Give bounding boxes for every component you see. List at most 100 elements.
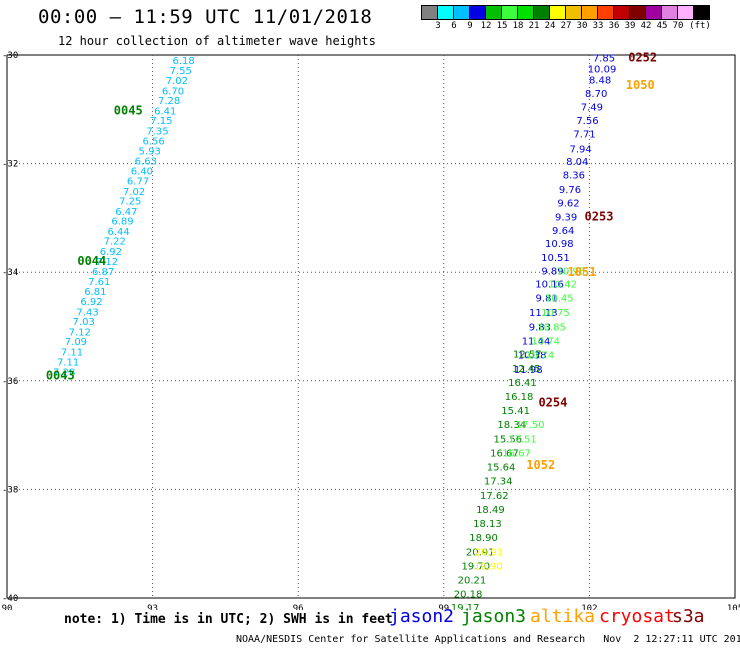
color-scale-label: 12 xyxy=(480,21,492,31)
swh-value-jason2: 10.16 xyxy=(535,280,564,291)
legend-jason3: jason3 xyxy=(461,606,527,627)
color-scale-label: 21 xyxy=(528,21,540,31)
swh-value-altika: 17.51 xyxy=(508,434,537,445)
swh-value-jason2: 10.98 xyxy=(545,239,574,250)
x-tick-label: 90 xyxy=(2,604,13,610)
swh-value-cryosat: 6.87 xyxy=(92,267,114,278)
swh-value-cryosat: 7.61 xyxy=(88,277,110,288)
x-tick-label: 93 xyxy=(147,604,158,610)
swh-value-jason2: 9.39 xyxy=(555,212,577,223)
y-tick-label: -34 xyxy=(2,268,18,278)
swh-value-jason2: 7.56 xyxy=(576,116,598,127)
swh-value-cryosat: 7.03 xyxy=(73,317,95,328)
swh-value-cryosat: 7.55 xyxy=(170,66,192,77)
swh-value-jason3: 20.18 xyxy=(454,590,483,601)
color-scale-label: 9 xyxy=(467,21,473,31)
swh-value-jason2: 7.71 xyxy=(573,130,595,141)
y-tick-label: -40 xyxy=(2,594,18,604)
color-scale-label: 6 xyxy=(451,21,457,31)
swh-value-jason2: 9.76 xyxy=(559,185,581,196)
swh-value-s3a: 19.90 xyxy=(474,561,503,572)
units-note: note: 1) Time is in UTC; 2) SWH is in fe… xyxy=(64,612,393,627)
swh-value-cryosat: 6.40 xyxy=(131,167,153,178)
swh-value-cryosat: 6.44 xyxy=(107,227,129,238)
altimeter-plot: 90 93 96 99 102 105 -30 -32 -34 -36 -38 -40 6.187.55… xyxy=(2,51,740,610)
swh-value-jason2: 9.62 xyxy=(557,199,579,210)
swh-value-jason2: 7.85 xyxy=(593,54,615,65)
swh-value-jason3: 17.34 xyxy=(484,477,513,488)
swh-value-altika: 10.45 xyxy=(545,294,574,305)
swh-value-jason2: 9.89 xyxy=(541,267,563,278)
swh-value-cryosat: 7.09 xyxy=(65,337,87,348)
swh-value-cryosat: 5.93 xyxy=(139,147,161,158)
pass-time-label: 1050 xyxy=(626,78,655,92)
swh-value-altika: 17.50 xyxy=(516,420,545,431)
color-scale-label: 33 xyxy=(592,21,604,31)
swh-value-cryosat: 7.12 xyxy=(69,327,91,338)
color-scale-bar xyxy=(421,5,710,20)
swh-value-jason3: 20.91 xyxy=(466,547,495,558)
swh-value-jason3: 12.57 xyxy=(513,350,542,361)
y-tick-label: -36 xyxy=(2,377,18,387)
swh-value-jason2: 9.64 xyxy=(552,226,574,237)
swh-value-cryosat: 7.28 xyxy=(158,96,180,107)
chart-subtitle: 12 hour collection of altimeter wave hei… xyxy=(58,34,376,48)
x-tick-label: 99 xyxy=(438,604,449,610)
pass-time-label: 1051 xyxy=(568,265,597,279)
swh-value-jason3: 17.62 xyxy=(480,491,509,502)
legend-cryosat: cryosat xyxy=(599,606,675,627)
swh-value-jason3: 18.34 xyxy=(497,420,526,431)
swh-value-cryosat: 6.56 xyxy=(142,136,164,147)
swh-value-jason2: 8.36 xyxy=(563,170,585,181)
credit-footer: NOAA/NESDIS Center for Satellite Applica… xyxy=(236,634,740,645)
swh-value-altika: 10.95 xyxy=(557,267,586,278)
swh-value-jason3: 16.41 xyxy=(508,378,537,389)
swh-value-cryosat: 6.70 xyxy=(162,86,184,97)
color-scale-label: 3 xyxy=(435,21,441,31)
swh-value-jason2: 7.49 xyxy=(581,103,603,114)
swh-value-jason2: 9.81 xyxy=(536,294,558,305)
swh-value-jason2: 8.48 xyxy=(589,75,611,86)
y-tick-label: -38 xyxy=(2,485,18,495)
color-scale-label: 70 xyxy=(672,21,684,31)
swh-value-cryosat: 6.77 xyxy=(127,176,149,187)
swh-value-cryosat: 7.11 xyxy=(61,347,83,358)
pass-time-label: 0253 xyxy=(585,209,614,223)
pass-time-label: 0044 xyxy=(77,254,106,268)
swh-value-cryosat: 6.92 xyxy=(80,297,102,308)
swh-value-cryosat: 6.47 xyxy=(115,207,137,218)
swh-value-altika: 10.42 xyxy=(548,280,577,291)
legend-s3a: s3a xyxy=(672,606,705,627)
swh-value-jason3: 19.70 xyxy=(462,561,491,572)
pass-time-label: 0252 xyxy=(628,51,657,65)
swh-value-cryosat: 6.63 xyxy=(135,156,157,167)
swh-value-cryosat: 6.18 xyxy=(173,56,195,67)
color-scale-label: 24 xyxy=(544,21,556,31)
pass-time-label: 0043 xyxy=(46,368,75,382)
swh-value-jason3: 16.67 xyxy=(490,448,519,459)
swh-value-cryosat: 6.41 xyxy=(154,106,176,117)
swh-value-cryosat: 7.25 xyxy=(119,197,141,208)
swh-value-jason2: 7.94 xyxy=(570,144,592,155)
swh-value-jason2: 11.98 xyxy=(514,365,543,376)
swh-value-cryosat: 7.22 xyxy=(104,237,126,248)
swh-value-jason2: 8.70 xyxy=(585,89,607,100)
pass-time-label: 1052 xyxy=(526,458,555,472)
legend-jason2: jason2 xyxy=(389,606,455,627)
swh-value-jason3: 18.13 xyxy=(473,519,502,530)
swh-value-jason2: 11.13 xyxy=(529,308,558,319)
swh-value-jason2: 9.83 xyxy=(529,323,551,334)
color-scale-labels: 3 6 9 12 15 18 21 24 27 30 33 36 39 42 45 70 (ft) xyxy=(421,21,740,35)
color-scale-label: 18 xyxy=(512,21,524,31)
swh-value-jason2: 11.44 xyxy=(522,337,551,348)
color-scale-label: 42 xyxy=(640,21,652,31)
swh-value-jason3: 18.90 xyxy=(469,533,498,544)
swh-value-cryosat: 7.12 xyxy=(96,257,118,268)
y-tick-label: -32 xyxy=(2,160,18,170)
color-scale-label: 45 xyxy=(656,21,668,31)
swh-value-jason2: 10.09 xyxy=(588,65,617,76)
color-scale-label: 15 xyxy=(496,21,508,31)
swh-value-jason3: 12.45 xyxy=(512,364,541,375)
swh-value-cryosat: 7.11 xyxy=(57,357,79,368)
x-tick-label: 105 xyxy=(727,604,740,610)
